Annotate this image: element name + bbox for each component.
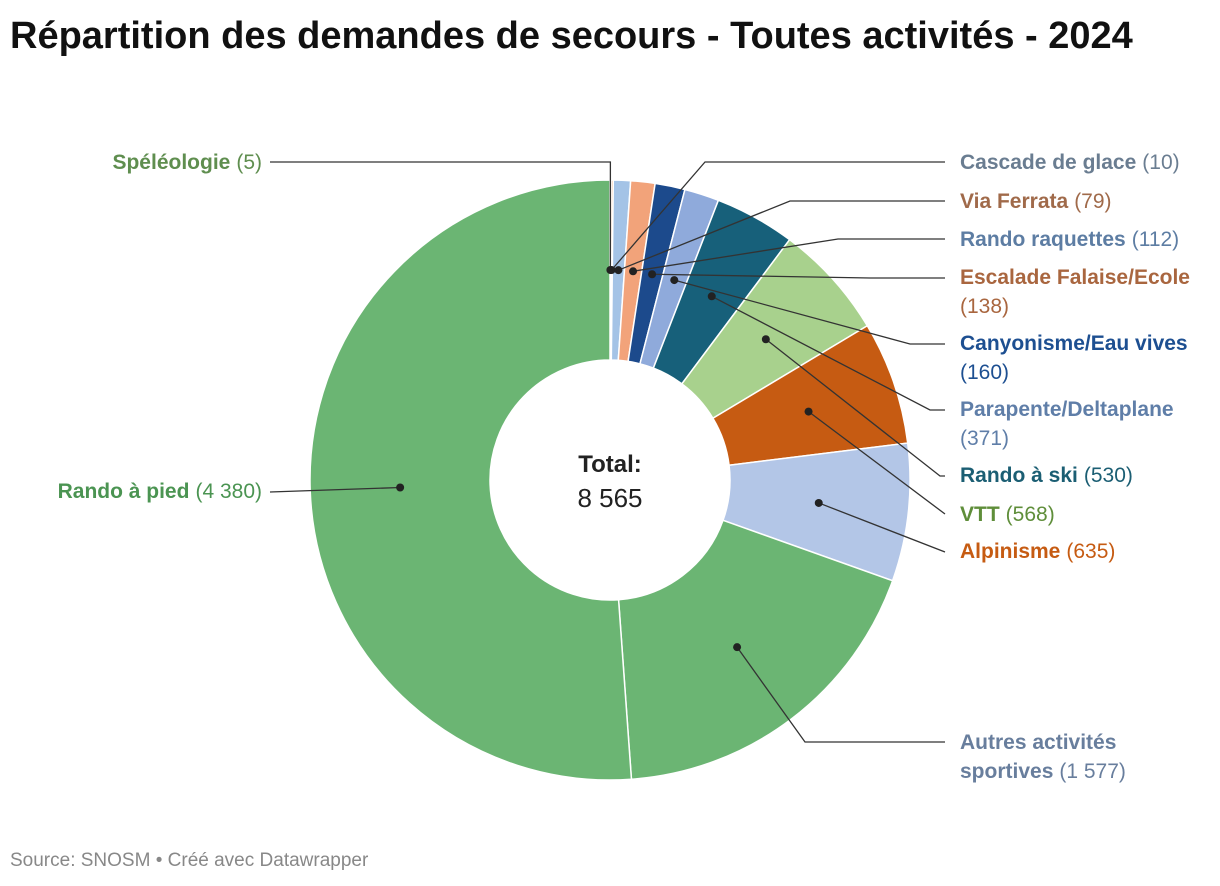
slice-label-via-ferrata: Via Ferrata (79): [960, 190, 1112, 213]
footer-separator: •: [150, 850, 168, 871]
slice-label-name: Parapente/Deltaplane: [960, 398, 1174, 421]
slice-label-name: Alpinisme: [960, 540, 1060, 563]
slice-autres-activites-sportives: [617, 519, 894, 781]
total-value: 8 565: [577, 483, 642, 513]
slice-label-cascade-de-glace: Cascade de glace (10): [960, 151, 1180, 174]
slice-label-value: (160): [960, 361, 1009, 384]
slice-label-rando-a-ski: Rando à ski (530): [960, 464, 1133, 487]
leader-dot-rando-raquettes: [629, 267, 638, 276]
slice-label-autres-activites-sportives: Autres activités sportives (1 577): [960, 731, 1126, 783]
leader-dot-canyonisme-eau-vives: [670, 276, 679, 285]
slice-labels: Spéléologie (5) Cascade de glace (10) Via Fe…: [58, 151, 1190, 783]
slice-label-value: (4 380): [195, 480, 262, 503]
leader-line-rando-a-pied: [269, 486, 401, 493]
leader-line-escalade-falaise-ecole: [652, 273, 945, 279]
slice-label-value: (112): [1132, 228, 1179, 251]
slice-label-name: VTT: [960, 503, 1000, 526]
slice-label-name: Rando raquettes: [960, 228, 1126, 251]
leader-line-vtt: [808, 411, 946, 515]
leader-dot-autres-activites-sportives: [733, 643, 742, 652]
slice-label-speleologie: Spéléologie (5): [112, 151, 262, 174]
leader-line-cascade-de-glace: [611, 161, 945, 271]
slice-label-value: (568): [1006, 503, 1055, 526]
slice-label-escalade-falaise-ecole: Escalade Falaise/Ecole (138): [960, 266, 1190, 318]
leader-line-via-ferrata: [618, 200, 945, 271]
slice-label-canyonisme-eau-vives: Canyonisme/Eau vives (160): [960, 332, 1188, 384]
slice-label-value: (371): [960, 427, 1009, 450]
slice-label-name-cont: sportives: [960, 760, 1053, 783]
leader-line-rando-raquettes: [632, 238, 945, 272]
leader-line-alpinisme: [818, 502, 946, 553]
slice-label-name: Spéléologie: [112, 151, 230, 174]
credit-text: Créé avec Datawrapper: [167, 850, 369, 871]
slice-label-value: (79): [1074, 190, 1111, 213]
total-label: Total:: [578, 451, 642, 478]
leader-dot-alpinisme: [814, 498, 823, 507]
slice-label-name: Via Ferrata: [960, 190, 1068, 213]
leader-dot-rando-a-pied: [396, 483, 405, 492]
slice-rando-a-pied: [309, 179, 633, 781]
slice-label-name: Autres activités: [960, 731, 1116, 754]
slice-label-name: Cascade de glace: [960, 151, 1136, 174]
slice-label-name: Escalade Falaise/Ecole: [960, 266, 1190, 289]
leader-dot-cascade-de-glace: [607, 266, 616, 275]
slice-label-vtt: VTT (568): [960, 503, 1055, 526]
slice-label-rando-a-pied: Rando à pied (4 380): [58, 480, 262, 503]
slice-label-value: (5): [236, 151, 262, 174]
source-text: Source: SNOSM: [10, 850, 151, 871]
slice-label-rando-raquettes: Rando raquettes (112): [960, 228, 1179, 251]
leader-line-canyonisme-eau-vives: [674, 279, 945, 345]
leader-line-parapente-deltaplane: [711, 295, 945, 411]
leader-line-rando-a-ski: [765, 338, 945, 477]
leader-lines: [269, 161, 946, 743]
leader-dot-escalade-falaise-ecole: [648, 270, 657, 279]
chart-footer: Source: SNOSM • Créé avec Datawrapper: [10, 850, 368, 872]
leader-dot-parapente-deltaplane: [707, 292, 716, 301]
slice-label-name: Canyonisme/Eau vives: [960, 332, 1188, 355]
slice-label-name: Rando à pied: [58, 480, 190, 503]
slice-label-value: (138): [960, 295, 1009, 318]
slice-label-name: Rando à ski: [960, 464, 1078, 487]
leader-dot-vtt: [804, 407, 813, 416]
leader-dot-rando-a-ski: [761, 335, 770, 344]
leader-line-autres-activites-sportives: [736, 646, 945, 743]
slice-label-value: (635): [1066, 540, 1115, 563]
chart-title: Répartition des demandes de secours - To…: [10, 15, 1133, 57]
slice-label-value: (1 577): [1059, 760, 1126, 783]
slice-label-parapente-deltaplane: Parapente/Deltaplane (371): [960, 398, 1174, 450]
slice-label-value: (530): [1084, 464, 1133, 487]
leader-dot-via-ferrata: [614, 266, 623, 275]
slice-label-alpinisme: Alpinisme (635): [960, 540, 1115, 563]
slice-label-value: (10): [1142, 151, 1179, 174]
leader-line-speleologie: [270, 161, 612, 271]
